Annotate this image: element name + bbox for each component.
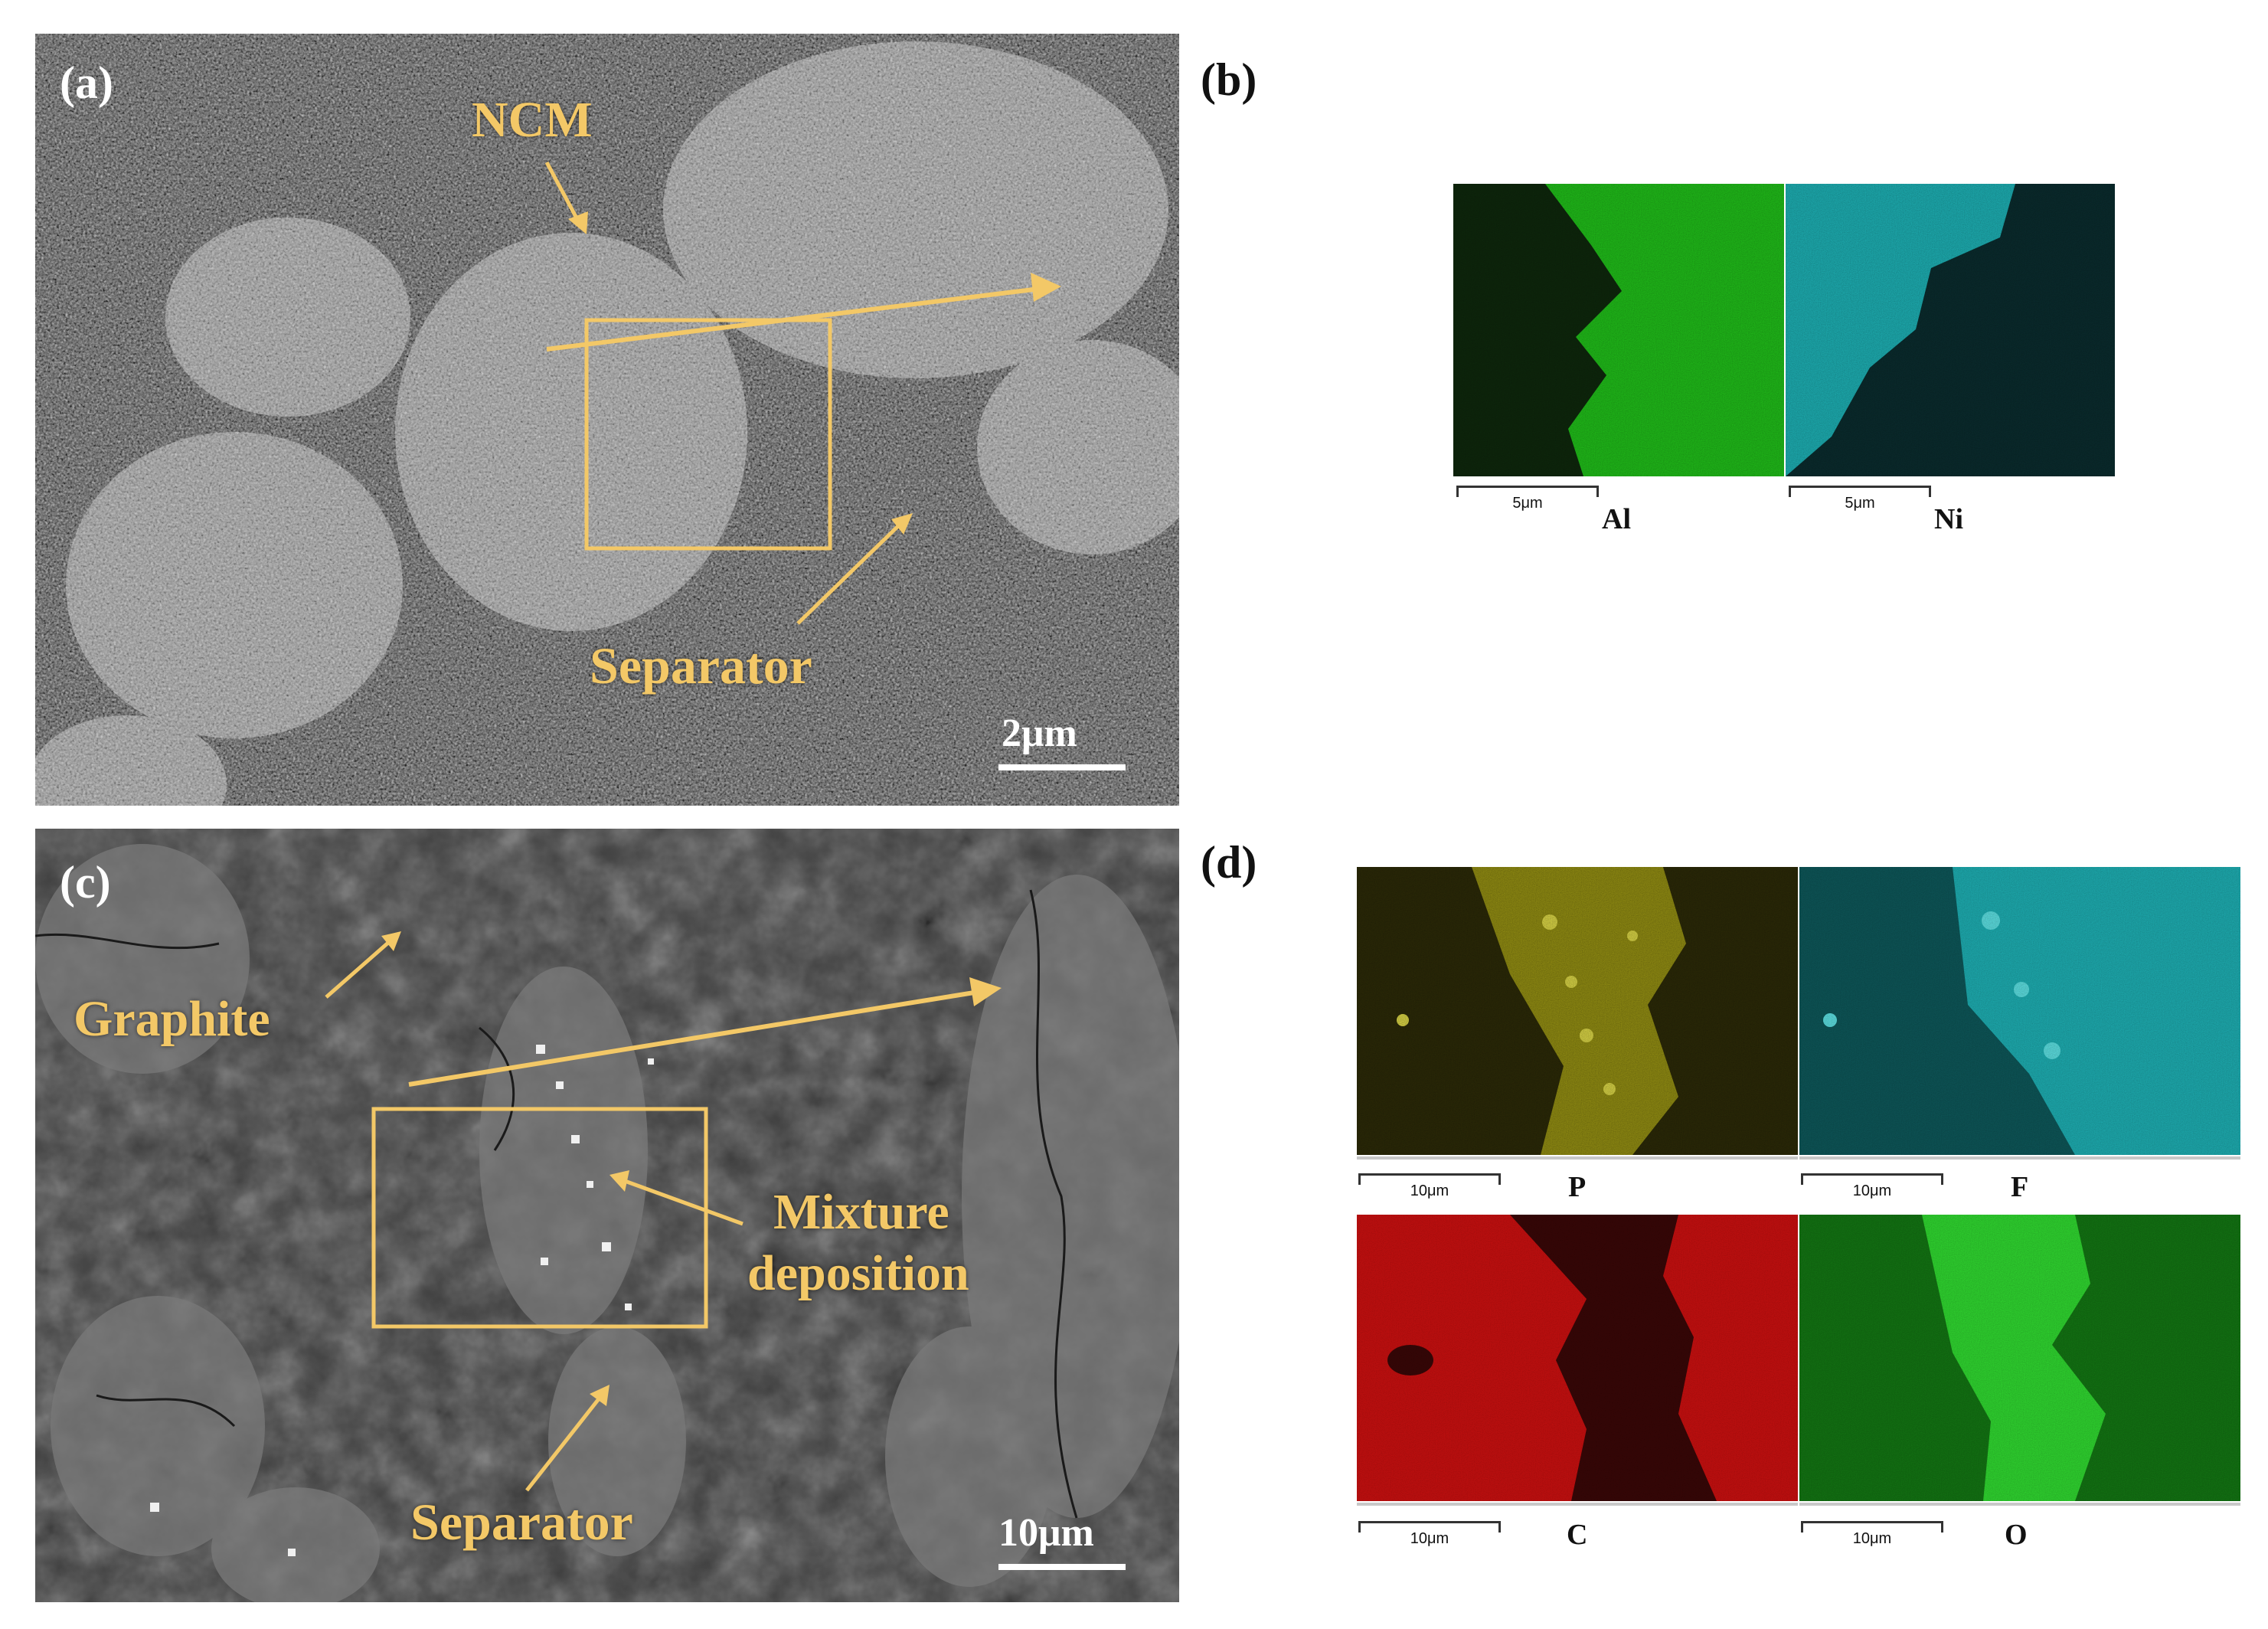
label-separator: Separator: [590, 636, 812, 695]
panel-a-overlay: [544, 161, 1061, 625]
element-label-ni: Ni: [1934, 503, 1963, 535]
eds-map-ni: [1786, 184, 2115, 476]
element-label-al: Al: [1602, 503, 1631, 535]
panel-letter-d: (d): [1201, 837, 1257, 888]
sem-image-texture-c: [35, 829, 1179, 1602]
eds-map-f: [1799, 867, 2240, 1155]
p-scale-bar: 10μm: [1358, 1173, 1501, 1204]
panel-letter-c: (c): [60, 857, 111, 908]
panel-c-sem-image: (c) Graphite Mixture deposition Separato…: [35, 829, 1179, 1602]
deposition-particles: [150, 1045, 654, 1556]
scale-bar-label-c: 10μm: [998, 1511, 1094, 1555]
ni-map-texture: [1786, 184, 2115, 476]
eds-map-al: [1453, 184, 1784, 476]
divider-line-o: [1799, 1503, 2240, 1506]
ncm-pointer: [544, 161, 583, 227]
element-label-p: P: [1568, 1171, 1587, 1203]
scale-bar-label: 2μm: [1002, 711, 1077, 755]
al-map-texture: [1453, 184, 1784, 476]
element-label-o: O: [2005, 1519, 2028, 1551]
c-map-texture: [1357, 1215, 1798, 1501]
o-scale-bar: 10μm: [1801, 1521, 1943, 1552]
separator-pointer-c: [525, 1395, 602, 1492]
eds-map-o: [1799, 1215, 2240, 1501]
panel-a-sem-image: (a) NCM Separator 2μm: [35, 34, 1179, 806]
p-map-texture: [1357, 867, 1798, 1155]
scan-arrow: [546, 286, 1047, 352]
label-graphite: Graphite: [74, 991, 270, 1047]
element-label-f: F: [2011, 1171, 2029, 1203]
region-box-c: [371, 1107, 708, 1329]
o-map-texture: [1799, 1215, 2240, 1501]
scale-bar-c: [998, 1564, 1126, 1570]
graphite-flakes: [35, 844, 1179, 1602]
scan-arrow-c: [408, 990, 975, 1087]
f-map-texture: [1799, 867, 2240, 1155]
region-box: [584, 318, 832, 551]
divider-line-c: [1357, 1503, 1798, 1506]
ni-scale-bar: 5μm: [1789, 486, 1931, 516]
c-scale-bar: 10μm: [1358, 1521, 1501, 1552]
eds-map-c: [1357, 1215, 1798, 1501]
divider-line-f: [1799, 1156, 2240, 1160]
scan-arrow-head: [1031, 273, 1061, 302]
al-scale-bar: 5μm: [1456, 486, 1599, 516]
eds-map-p: [1357, 867, 1798, 1155]
separator-pointer: [796, 522, 902, 625]
surface-cracks: [35, 889, 1078, 1519]
element-label-c: C: [1567, 1519, 1588, 1551]
panel-letter-b: (b): [1201, 54, 1257, 105]
label-separator-c: Separator: [410, 1493, 633, 1551]
scale-bar: [998, 764, 1126, 770]
label-mixture: Mixture: [773, 1184, 949, 1240]
mixture-pointer: [624, 1179, 743, 1226]
label-deposition: deposition: [747, 1245, 969, 1301]
label-ncm: NCM: [472, 92, 593, 148]
panel-letter-a: (a): [60, 57, 113, 108]
divider-line-p: [1357, 1156, 1798, 1160]
f-scale-bar: 10μm: [1801, 1173, 1943, 1204]
graphite-pointer: [325, 940, 391, 999]
panel-c-overlay: [325, 931, 1002, 1492]
